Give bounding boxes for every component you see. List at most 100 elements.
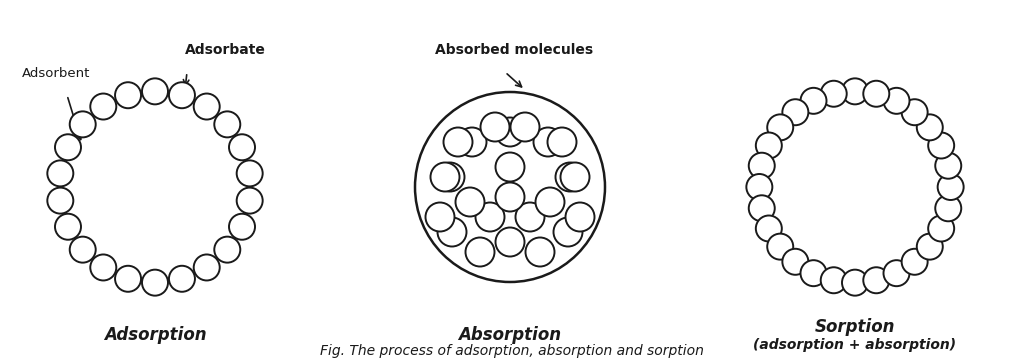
Circle shape — [842, 270, 868, 296]
Circle shape — [842, 228, 868, 256]
Circle shape — [760, 92, 950, 282]
Circle shape — [916, 233, 943, 260]
Circle shape — [525, 237, 555, 266]
Circle shape — [861, 203, 889, 231]
Circle shape — [475, 202, 505, 232]
Circle shape — [884, 88, 909, 114]
Circle shape — [496, 152, 524, 181]
Circle shape — [55, 214, 81, 240]
Circle shape — [871, 239, 898, 265]
Circle shape — [511, 113, 540, 142]
Circle shape — [437, 218, 467, 247]
Text: (adsorption + absorption): (adsorption + absorption) — [754, 338, 956, 352]
Circle shape — [496, 227, 524, 257]
Circle shape — [749, 195, 775, 221]
Circle shape — [142, 270, 168, 296]
Circle shape — [842, 184, 868, 210]
Circle shape — [928, 215, 954, 241]
Circle shape — [458, 127, 486, 156]
Circle shape — [863, 267, 889, 293]
Circle shape — [902, 249, 928, 275]
Circle shape — [214, 111, 241, 137]
Circle shape — [115, 266, 141, 292]
Circle shape — [790, 129, 816, 156]
Circle shape — [804, 129, 830, 156]
Text: Sorption: Sorption — [815, 318, 895, 336]
Circle shape — [782, 99, 808, 125]
Circle shape — [142, 78, 168, 104]
Circle shape — [456, 188, 484, 216]
Circle shape — [935, 195, 962, 221]
Circle shape — [902, 99, 928, 125]
Text: Adsorbate: Adsorbate — [185, 43, 266, 57]
Text: Fig. The process of adsorption, absorption and sorption: Fig. The process of adsorption, absorpti… — [321, 344, 703, 358]
Circle shape — [863, 81, 889, 107]
Circle shape — [882, 189, 908, 215]
Circle shape — [894, 129, 921, 156]
Circle shape — [749, 153, 775, 179]
Circle shape — [229, 214, 255, 240]
Circle shape — [415, 92, 605, 282]
Circle shape — [842, 78, 868, 104]
Circle shape — [47, 160, 74, 186]
Circle shape — [466, 237, 495, 266]
Circle shape — [480, 113, 510, 142]
Circle shape — [935, 153, 962, 179]
Circle shape — [214, 237, 241, 263]
Circle shape — [548, 127, 577, 156]
Circle shape — [802, 189, 828, 215]
Circle shape — [801, 260, 826, 286]
Circle shape — [560, 163, 590, 191]
Circle shape — [426, 202, 455, 232]
Circle shape — [554, 218, 583, 247]
Circle shape — [194, 254, 220, 281]
Circle shape — [767, 114, 794, 140]
Circle shape — [820, 267, 847, 293]
Circle shape — [115, 82, 141, 108]
Circle shape — [899, 219, 927, 245]
Circle shape — [884, 260, 909, 286]
Circle shape — [47, 188, 74, 214]
Circle shape — [842, 153, 868, 181]
Circle shape — [811, 239, 839, 265]
Circle shape — [237, 160, 263, 186]
Circle shape — [534, 127, 562, 156]
Text: Adsorption: Adsorption — [103, 326, 206, 344]
Circle shape — [746, 174, 772, 200]
Circle shape — [515, 202, 545, 232]
Circle shape — [496, 182, 524, 211]
Circle shape — [783, 219, 811, 245]
Circle shape — [169, 266, 195, 292]
Circle shape — [237, 188, 263, 214]
Text: Absorption: Absorption — [459, 326, 561, 344]
Circle shape — [430, 163, 460, 191]
Circle shape — [782, 249, 808, 275]
Text: Adsorbent: Adsorbent — [22, 67, 90, 80]
Circle shape — [767, 233, 794, 260]
Circle shape — [60, 92, 250, 282]
Circle shape — [938, 174, 964, 200]
Circle shape — [916, 114, 943, 140]
Circle shape — [821, 203, 849, 231]
Circle shape — [880, 129, 906, 156]
Circle shape — [70, 237, 95, 263]
Circle shape — [55, 134, 81, 160]
Circle shape — [90, 93, 117, 119]
Circle shape — [229, 134, 255, 160]
Circle shape — [70, 111, 95, 137]
Circle shape — [555, 163, 585, 191]
Text: Absorbed molecules: Absorbed molecules — [435, 43, 593, 57]
Circle shape — [194, 93, 220, 119]
Circle shape — [842, 118, 868, 146]
Circle shape — [856, 114, 884, 140]
Circle shape — [756, 132, 781, 159]
Circle shape — [536, 188, 564, 216]
Circle shape — [496, 118, 524, 147]
Circle shape — [776, 164, 804, 190]
Circle shape — [435, 163, 465, 191]
Circle shape — [771, 203, 799, 231]
Circle shape — [901, 164, 929, 190]
Circle shape — [443, 127, 472, 156]
Circle shape — [169, 82, 195, 108]
Circle shape — [826, 114, 853, 140]
